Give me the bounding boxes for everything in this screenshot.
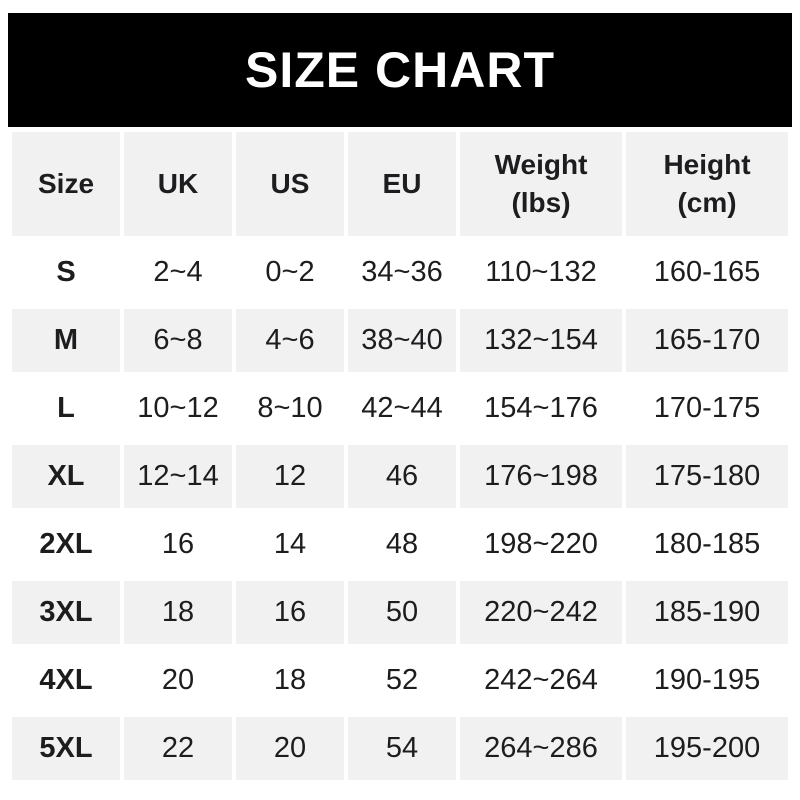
us-cell: 8~10	[236, 377, 344, 440]
height-cell: 180-185	[626, 513, 788, 576]
table-row: M 6~8 4~6 38~40 132~154 165-170	[12, 309, 788, 372]
us-cell: 14	[236, 513, 344, 576]
eu-cell: 46	[348, 445, 456, 508]
uk-cell: 2~4	[124, 241, 232, 304]
size-cell: M	[12, 309, 120, 372]
title-banner: SIZE CHART	[8, 13, 792, 127]
height-cell: 195-200	[626, 717, 788, 780]
column-label: UK	[157, 168, 199, 200]
column-label: Height	[663, 149, 751, 181]
uk-cell: 6~8	[124, 309, 232, 372]
column-unit: (cm)	[677, 187, 737, 218]
table-row: XL 12~14 12 46 176~198 175-180	[12, 445, 788, 508]
eu-cell: 54	[348, 717, 456, 780]
height-cell: 170-175	[626, 377, 788, 440]
uk-cell: 22	[124, 717, 232, 780]
height-cell: 190-195	[626, 649, 788, 712]
size-cell: S	[12, 241, 120, 304]
size-cell: 5XL	[12, 717, 120, 780]
us-cell: 18	[236, 649, 344, 712]
weight-cell: 264~286	[460, 717, 622, 780]
uk-cell: 16	[124, 513, 232, 576]
height-cell: 185-190	[626, 581, 788, 644]
eu-cell: 38~40	[348, 309, 456, 372]
eu-cell: 48	[348, 513, 456, 576]
us-cell: 16	[236, 581, 344, 644]
eu-cell: 50	[348, 581, 456, 644]
us-cell: 20	[236, 717, 344, 780]
us-cell: 0~2	[236, 241, 344, 304]
page-title: SIZE CHART	[245, 42, 555, 98]
column-header-size: Size	[12, 132, 120, 236]
size-cell: 3XL	[12, 581, 120, 644]
height-cell: 165-170	[626, 309, 788, 372]
column-header-eu: EU	[348, 132, 456, 236]
column-label: US	[270, 168, 310, 200]
size-cell: 2XL	[12, 513, 120, 576]
uk-cell: 10~12	[124, 377, 232, 440]
table-row: 3XL 18 16 50 220~242 185-190	[12, 581, 788, 644]
size-cell: XL	[12, 445, 120, 508]
uk-cell: 20	[124, 649, 232, 712]
weight-cell: 110~132	[460, 241, 622, 304]
header-row: Size UK US EU Weight (lbs) Height (cm)	[12, 132, 788, 236]
eu-cell: 34~36	[348, 241, 456, 304]
height-cell: 160-165	[626, 241, 788, 304]
size-table: Size UK US EU Weight (lbs) Height (cm)	[8, 127, 792, 785]
table-row: 5XL 22 20 54 264~286 195-200	[12, 717, 788, 780]
height-cell: 175-180	[626, 445, 788, 508]
table-row: L 10~12 8~10 42~44 154~176 170-175	[12, 377, 788, 440]
us-cell: 12	[236, 445, 344, 508]
us-cell: 4~6	[236, 309, 344, 372]
column-label: Weight	[494, 149, 588, 181]
eu-cell: 52	[348, 649, 456, 712]
weight-cell: 220~242	[460, 581, 622, 644]
weight-cell: 198~220	[460, 513, 622, 576]
column-unit: (lbs)	[511, 187, 571, 218]
uk-cell: 18	[124, 581, 232, 644]
column-label: EU	[382, 168, 422, 200]
column-label: Size	[37, 168, 95, 200]
size-chart-page: SIZE CHART Size UK US EU W	[0, 13, 800, 800]
table-row: S 2~4 0~2 34~36 110~132 160-165	[12, 241, 788, 304]
eu-cell: 42~44	[348, 377, 456, 440]
table-body: S 2~4 0~2 34~36 110~132 160-165 M 6~8 4~…	[12, 241, 788, 780]
weight-cell: 176~198	[460, 445, 622, 508]
weight-cell: 242~264	[460, 649, 622, 712]
column-header-weight: Weight (lbs)	[460, 132, 622, 236]
table-row: 4XL 20 18 52 242~264 190-195	[12, 649, 788, 712]
uk-cell: 12~14	[124, 445, 232, 508]
weight-cell: 132~154	[460, 309, 622, 372]
column-header-us: US	[236, 132, 344, 236]
table-header: Size UK US EU Weight (lbs) Height (cm)	[12, 132, 788, 236]
column-header-uk: UK	[124, 132, 232, 236]
column-header-height: Height (cm)	[626, 132, 788, 236]
table-row: 2XL 16 14 48 198~220 180-185	[12, 513, 788, 576]
weight-cell: 154~176	[460, 377, 622, 440]
size-cell: L	[12, 377, 120, 440]
size-cell: 4XL	[12, 649, 120, 712]
